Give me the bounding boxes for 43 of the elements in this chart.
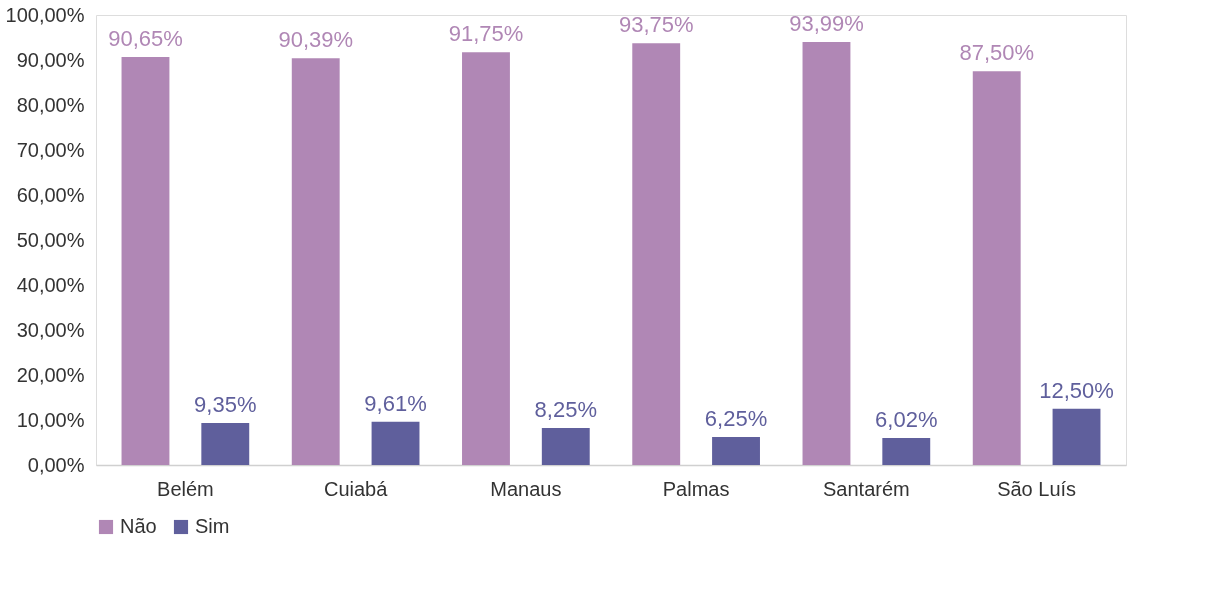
bar <box>371 421 420 465</box>
data-label: 8,25% <box>534 396 597 422</box>
bar <box>121 57 170 465</box>
bar <box>802 42 851 465</box>
y-tick-label: 70,00% <box>16 138 85 161</box>
y-tick-label: 60,00% <box>16 183 85 206</box>
y-tick-label: 50,00% <box>16 228 85 251</box>
x-tick-label: Manaus <box>490 477 562 500</box>
bar <box>1052 408 1101 465</box>
y-tick-label: 90,00% <box>16 48 85 71</box>
data-label: 87,50% <box>959 40 1035 66</box>
x-tick-label: Cuiabá <box>323 477 389 500</box>
y-tick-label: 20,00% <box>16 363 85 386</box>
y-tick-label: 100,00% <box>5 3 85 26</box>
legend-label: Não <box>120 515 157 537</box>
x-tick-label: São Luís <box>997 477 1077 500</box>
x-tick-label: Belém <box>157 477 214 500</box>
data-label: 93,75% <box>618 12 694 38</box>
data-label: 93,99% <box>789 11 864 37</box>
y-tick-label: 30,00% <box>16 318 85 341</box>
data-label: 9,35% <box>194 391 257 417</box>
bar <box>291 58 340 465</box>
data-label: 91,75% <box>448 21 524 47</box>
x-tick-label: Santarém <box>823 477 910 500</box>
bar <box>201 422 250 465</box>
data-label: 9,61% <box>364 390 427 416</box>
bar <box>541 427 590 465</box>
bar <box>882 437 931 465</box>
data-label: 90,65% <box>108 26 183 52</box>
x-tick-label: Palmas <box>662 477 730 500</box>
bar <box>712 436 760 465</box>
y-tick-label: 80,00% <box>16 93 85 116</box>
data-label: 6,25% <box>704 405 768 431</box>
data-label: 90,39% <box>278 27 354 53</box>
data-label: 6,02% <box>875 406 938 432</box>
data-label: 12,50% <box>1039 377 1114 403</box>
bar <box>462 52 510 465</box>
y-tick-label: 10,00% <box>16 408 85 431</box>
bar <box>972 71 1021 465</box>
bar <box>632 43 681 465</box>
y-tick-label: 0,00% <box>27 453 85 476</box>
y-tick-label: 40,00% <box>16 273 85 296</box>
legend-label: Sim <box>195 515 230 537</box>
